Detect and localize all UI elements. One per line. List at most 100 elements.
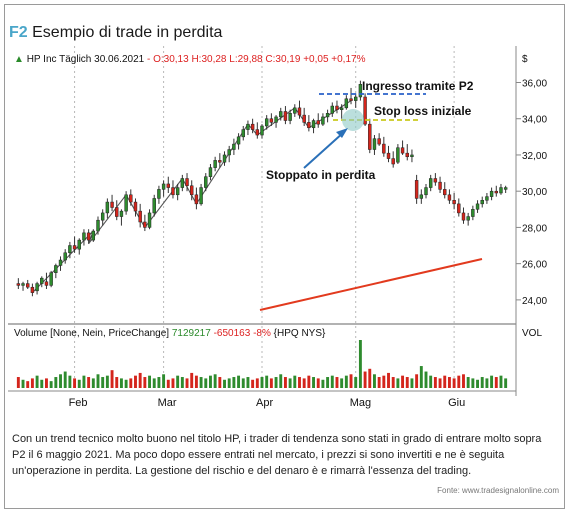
volume-bar bbox=[438, 378, 442, 388]
volume-bar bbox=[166, 379, 170, 388]
volume-bar bbox=[274, 377, 278, 388]
volume-bar bbox=[138, 372, 142, 388]
candle-body bbox=[260, 125, 264, 136]
volume-bar bbox=[204, 378, 208, 388]
figure-title-text: Esempio di trade in perdita bbox=[32, 24, 223, 41]
volume-bar bbox=[82, 375, 86, 388]
price-tick-label: 32,00 bbox=[522, 151, 547, 162]
trend-segment bbox=[294, 107, 310, 129]
volume-bar bbox=[119, 378, 123, 388]
candle-body bbox=[119, 210, 124, 217]
volume-bar bbox=[110, 370, 114, 388]
candle-body bbox=[54, 265, 58, 273]
volume-bar bbox=[415, 374, 419, 388]
trend-segment bbox=[181, 178, 197, 205]
volume-bar bbox=[255, 378, 259, 388]
volume-bar bbox=[490, 375, 494, 388]
volume-bar bbox=[373, 374, 376, 388]
candle-body bbox=[49, 272, 53, 286]
candle-body bbox=[199, 187, 203, 205]
volume-bar bbox=[16, 377, 20, 388]
volume-bar bbox=[358, 340, 362, 388]
volume-bar bbox=[476, 379, 479, 388]
candle-body bbox=[110, 201, 114, 208]
candle-body bbox=[288, 113, 292, 121]
volume-bar bbox=[265, 375, 269, 388]
volume-bar bbox=[251, 379, 255, 388]
volume-header: Volume [None, Nein, PriceChange] 7129217… bbox=[14, 328, 326, 339]
volume-bar bbox=[199, 377, 203, 388]
candle-body bbox=[100, 212, 105, 221]
volume-bar bbox=[452, 378, 456, 388]
candle-body bbox=[419, 194, 424, 199]
volume-bar bbox=[26, 381, 30, 388]
candle-body bbox=[452, 199, 456, 205]
volume-bar bbox=[176, 375, 180, 388]
volume-bar bbox=[330, 375, 334, 388]
volume-bar bbox=[30, 378, 34, 388]
candle-body bbox=[147, 212, 152, 228]
candle-body bbox=[480, 199, 484, 205]
volume-bar bbox=[401, 375, 405, 388]
volume-bar bbox=[35, 375, 39, 388]
volume-bar bbox=[152, 378, 156, 388]
candle-body bbox=[503, 187, 508, 190]
candle-body bbox=[391, 158, 395, 165]
volume-bar bbox=[96, 374, 100, 388]
volume-bar bbox=[457, 375, 461, 388]
candle-body bbox=[311, 120, 316, 129]
candle-body bbox=[363, 96, 367, 125]
candle-body bbox=[466, 216, 470, 221]
month-label: Mar bbox=[158, 397, 177, 409]
candle-body bbox=[129, 194, 133, 203]
candle-body bbox=[35, 283, 39, 292]
candle-body bbox=[471, 209, 475, 217]
price-tick-label: 24,00 bbox=[522, 296, 547, 307]
volume-bar bbox=[171, 378, 175, 388]
volume-bar bbox=[298, 377, 301, 388]
candle-body bbox=[21, 283, 25, 286]
volume-bar bbox=[129, 378, 133, 388]
volume-bar bbox=[180, 377, 184, 388]
figure-label: F2 bbox=[9, 24, 28, 41]
volume-bar bbox=[185, 378, 189, 388]
volume-bar bbox=[354, 377, 358, 388]
volume-bar bbox=[288, 378, 292, 388]
month-label: Giu bbox=[448, 397, 465, 409]
candle-body bbox=[405, 152, 409, 158]
candle-body bbox=[115, 207, 119, 217]
candle-body bbox=[339, 107, 344, 110]
candle-body bbox=[180, 178, 185, 188]
candle-body bbox=[354, 96, 358, 101]
price-tick-label: 34,00 bbox=[522, 115, 547, 126]
candle-body bbox=[475, 203, 480, 210]
price-chart: 36,00 34,00 32,00 30,00 28,00 26,00 24,00 Feb M… bbox=[8, 46, 547, 409]
candle-body bbox=[77, 239, 81, 250]
volume-bar bbox=[246, 377, 250, 388]
candle-body bbox=[204, 176, 208, 188]
volume-bar bbox=[419, 366, 423, 388]
candle-body bbox=[410, 154, 414, 158]
candle-body bbox=[489, 190, 494, 197]
candle-body bbox=[236, 136, 241, 145]
candle-body bbox=[175, 187, 180, 196]
volume-bar bbox=[312, 377, 315, 388]
month-label: Mag bbox=[350, 397, 371, 409]
candle-body bbox=[382, 143, 386, 154]
volume-bar bbox=[480, 377, 484, 388]
volume-bar bbox=[241, 378, 245, 388]
candle-body bbox=[143, 221, 147, 228]
candle-body bbox=[40, 277, 44, 284]
volume-bar bbox=[447, 377, 451, 388]
candle-body bbox=[269, 118, 274, 123]
volume-bar bbox=[504, 378, 508, 388]
candle-body bbox=[335, 105, 339, 110]
red-trend-line bbox=[259, 258, 483, 311]
candle-body bbox=[321, 116, 325, 125]
candle-body bbox=[222, 154, 227, 163]
candle-body bbox=[63, 252, 67, 261]
volume-bar bbox=[405, 377, 409, 388]
volume-bar bbox=[307, 375, 311, 388]
chart-header: ▲ HP Inc Täglich 30.06.2021 - O:30,13 H:… bbox=[14, 54, 366, 65]
volume-bar bbox=[283, 377, 287, 388]
